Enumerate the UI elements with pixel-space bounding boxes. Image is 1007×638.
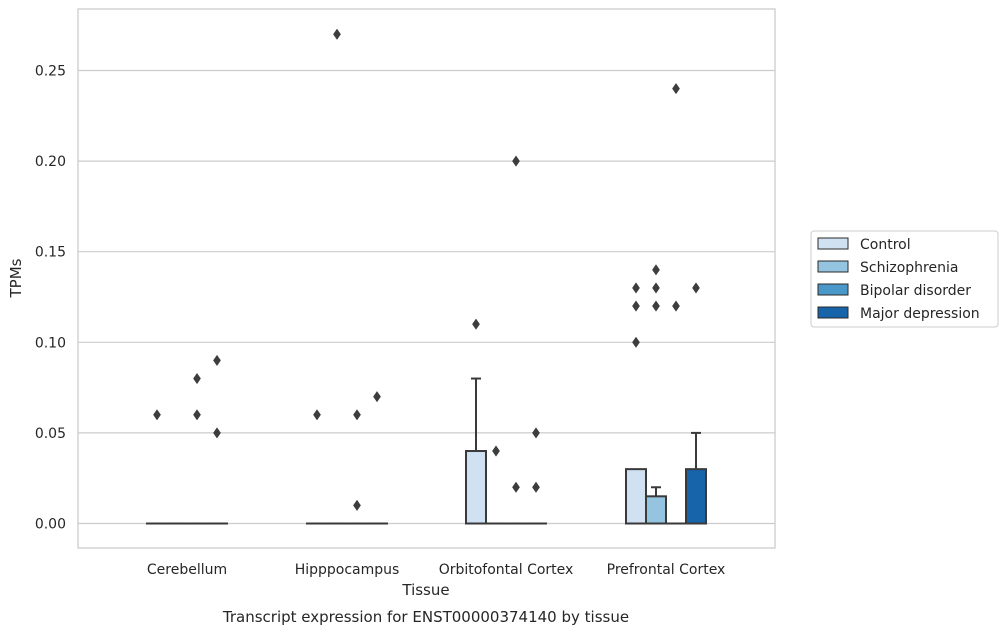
- outlier-point: [672, 83, 679, 93]
- legend-swatch: [818, 261, 848, 272]
- x-axis-label: Tissue: [401, 581, 449, 599]
- legend: Control Schizophrenia Bipolar disorder Majo…: [811, 231, 998, 327]
- outlier-point: [692, 283, 699, 293]
- y-tick-label: 0.05: [35, 426, 66, 442]
- outlier-point: [512, 482, 519, 492]
- box-control: [466, 379, 486, 524]
- outlier-point: [373, 391, 380, 401]
- outlier-point: [353, 500, 360, 510]
- y-axis-label: TPMs: [7, 258, 25, 298]
- box-major-depression: [686, 433, 706, 524]
- box-schizophrenia: [646, 487, 666, 523]
- outlier-point: [652, 301, 659, 311]
- x-tick-label: Hipppocampus: [295, 562, 400, 578]
- x-tick-labels: Cerebellum Hipppocampus Orbitofontal Corte…: [147, 562, 725, 578]
- boxes: [147, 379, 706, 524]
- legend-label: Bipolar disorder: [860, 283, 971, 299]
- box-body: [466, 451, 486, 523]
- outlier-point: [472, 319, 479, 329]
- x-tick-label: Cerebellum: [147, 562, 227, 578]
- legend-label: Control: [860, 237, 911, 253]
- outlier-point: [213, 355, 220, 365]
- outlier-point: [632, 283, 639, 293]
- outlier-point: [353, 410, 360, 420]
- plot-border: [78, 9, 775, 548]
- outlier-point: [672, 301, 679, 311]
- outlier-point: [153, 410, 160, 420]
- box-body: [686, 469, 706, 523]
- y-tick-label: 0.10: [35, 335, 66, 351]
- legend-swatch: [818, 307, 848, 318]
- outlier-point: [193, 373, 200, 383]
- y-tick-label: 0.25: [35, 64, 66, 80]
- outlier-point: [492, 446, 499, 456]
- x-tick-label: Orbitofontal Cortex: [439, 562, 574, 578]
- outlier-point: [532, 482, 539, 492]
- outlier-point: [333, 29, 340, 39]
- box-control: [626, 469, 646, 523]
- chart-caption: Transcript expression for ENST0000037414…: [222, 608, 629, 626]
- outlier-point: [193, 410, 200, 420]
- outliers: [153, 29, 699, 511]
- y-tick-label: 0.00: [35, 517, 66, 533]
- y-tick-labels: 0.00 0.05 0.10 0.15 0.20 0.25: [35, 64, 66, 533]
- legend-swatch: [818, 238, 848, 249]
- outlier-point: [632, 301, 639, 311]
- legend-label: Major depression: [860, 306, 980, 322]
- x-tick-label: Prefrontal Cortex: [607, 562, 726, 578]
- y-tick-label: 0.15: [35, 245, 66, 261]
- plot-frame: [78, 9, 775, 548]
- outlier-point: [313, 410, 320, 420]
- legend-label: Schizophrenia: [860, 260, 958, 276]
- legend-swatch: [818, 284, 848, 295]
- outlier-point: [632, 337, 639, 347]
- outlier-point: [652, 283, 659, 293]
- box-body: [626, 469, 646, 523]
- box-body: [646, 496, 666, 523]
- outlier-point: [652, 265, 659, 275]
- outlier-point: [213, 428, 220, 438]
- grid-layer: [78, 71, 775, 524]
- outlier-point: [532, 428, 539, 438]
- y-tick-label: 0.20: [35, 154, 66, 170]
- outlier-point: [512, 156, 519, 166]
